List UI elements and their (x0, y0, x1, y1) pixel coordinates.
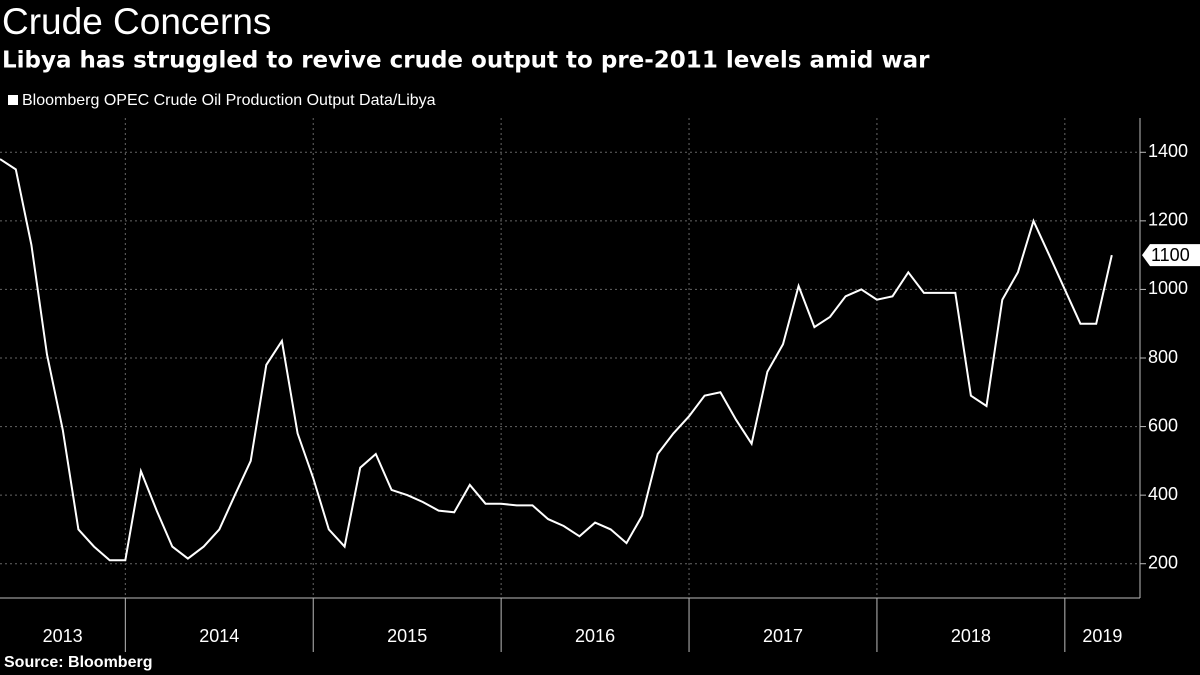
y-tick-label: 400 (1148, 484, 1178, 504)
x-tick-label: 2016 (575, 626, 615, 646)
x-tick-label: 2013 (43, 626, 83, 646)
y-tick-label: 600 (1148, 415, 1178, 435)
source: Source: Bloomberg (4, 654, 152, 671)
legend-swatch (8, 95, 18, 105)
chart-subtitle: Libya has struggled to revive crude outp… (2, 48, 930, 74)
x-tick-label: 2015 (387, 626, 427, 646)
chart-title: Crude Concerns (2, 1, 271, 42)
line (0, 158, 1113, 562)
x-tick-label: 2017 (763, 626, 803, 646)
y-tick-label: 200 (1148, 552, 1178, 572)
y-tick-label: 1400 (1148, 141, 1188, 161)
x-tick-label: 2018 (951, 626, 991, 646)
y-tick-label: 800 (1148, 347, 1178, 367)
x-tick-label: 2019 (1082, 626, 1122, 646)
x-tick-label: 2014 (199, 626, 239, 646)
y-tick-label: 1200 (1148, 210, 1188, 230)
legend-label: Bloomberg OPEC Crude Oil Production Outp… (22, 92, 436, 109)
last-value-label: 1100 (1151, 245, 1190, 265)
last-value-tag (1142, 244, 1200, 267)
y-tick-label: 1000 (1148, 278, 1188, 298)
